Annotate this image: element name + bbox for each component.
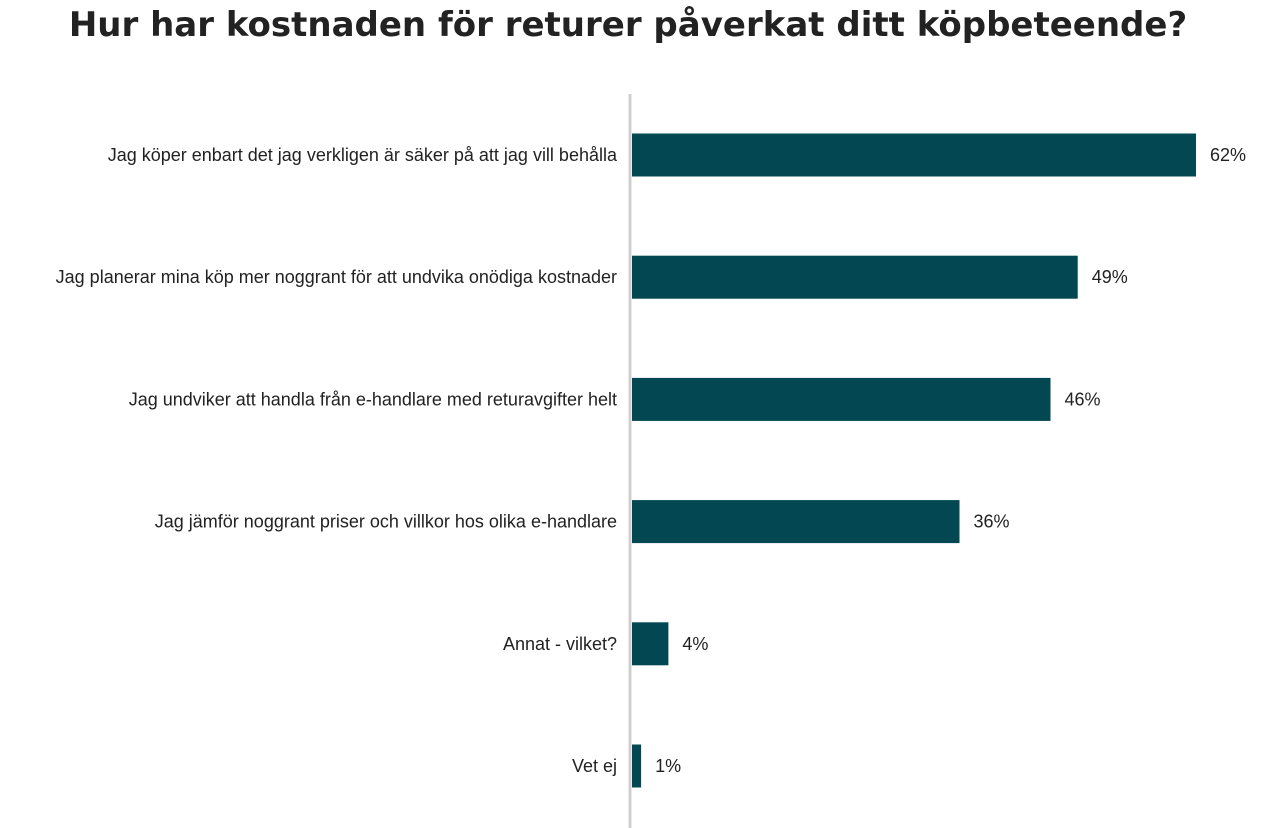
bar-3 — [632, 377, 1051, 421]
category-label-6: Vet ej — [572, 756, 617, 776]
value-label-2: 49% — [1092, 267, 1128, 287]
category-label-3: Jag undviker att handla från e-handlare … — [129, 389, 617, 409]
value-label-6: 1% — [655, 756, 681, 776]
bar-5 — [632, 622, 669, 666]
bar-1 — [632, 133, 1196, 177]
chart-title: Hur har kostnaden för returer påverkat d… — [68, 5, 1188, 45]
value-label-3: 46% — [1065, 389, 1101, 409]
category-label-5: Annat - vilket? — [503, 634, 617, 654]
value-label-5: 4% — [682, 634, 708, 654]
category-label-1: Jag köper enbart det jag verkligen är sä… — [108, 145, 618, 165]
category-label-2: Jag planerar mina köp mer noggrant för a… — [56, 267, 617, 287]
bars-group: Jag köper enbart det jag verkligen är sä… — [56, 133, 1246, 788]
bar-2 — [632, 255, 1078, 299]
value-label-1: 62% — [1210, 145, 1246, 165]
bar-4 — [632, 500, 960, 544]
bar-6 — [632, 744, 642, 788]
value-label-4: 36% — [974, 512, 1010, 532]
category-label-4: Jag jämför noggrant priser och villkor h… — [155, 512, 617, 532]
